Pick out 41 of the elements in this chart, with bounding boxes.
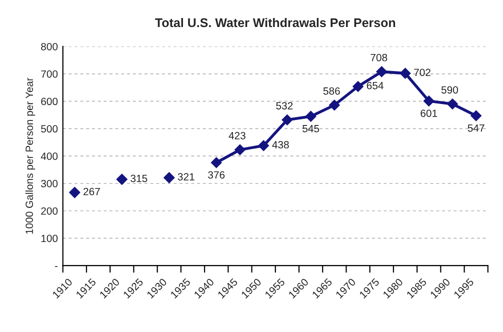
point xyxy=(447,98,458,110)
data-label: 532 xyxy=(276,102,293,110)
chart-title: Total U.S. Water Withdrawals Per Person xyxy=(155,18,396,28)
y-tick-label: 200 xyxy=(41,207,58,215)
y-tick-label: 500 xyxy=(41,125,58,133)
y-axis-title: 1000 Gallons per Person per Year xyxy=(25,78,36,234)
data-label: 654 xyxy=(366,82,384,90)
point xyxy=(400,68,411,79)
data-label: 423 xyxy=(228,132,246,140)
point xyxy=(68,186,80,198)
point xyxy=(470,110,482,122)
y-tick-label: - xyxy=(55,266,58,268)
data-label: 376 xyxy=(208,171,225,179)
data-label: 438 xyxy=(272,141,289,148)
y-tick-label: 400 xyxy=(40,152,58,160)
data-label: 267 xyxy=(84,188,100,196)
data-label: 545 xyxy=(302,125,320,132)
data-label: 315 xyxy=(130,174,148,182)
data-label: 586 xyxy=(323,87,340,95)
data-label: 601 xyxy=(420,110,438,117)
point xyxy=(210,157,222,168)
point xyxy=(234,144,246,156)
data-label: 708 xyxy=(370,54,388,62)
data-label: 590 xyxy=(441,86,458,94)
y-tick-label: 300 xyxy=(41,180,58,188)
y-tick-label: 700 xyxy=(41,70,58,78)
point xyxy=(328,100,340,111)
data-label: 702 xyxy=(414,68,430,76)
y-tick-label: 100 xyxy=(41,234,58,242)
data-label: 547 xyxy=(468,124,484,132)
point xyxy=(163,172,175,184)
y-tick-label: 600 xyxy=(41,98,58,106)
point xyxy=(258,140,270,152)
point xyxy=(352,81,364,92)
point xyxy=(423,96,434,106)
point xyxy=(376,66,388,78)
data-label: 321 xyxy=(178,173,194,180)
point xyxy=(282,114,293,126)
point xyxy=(116,174,128,186)
point xyxy=(305,110,316,122)
y-tick-label: 800 xyxy=(41,42,58,50)
